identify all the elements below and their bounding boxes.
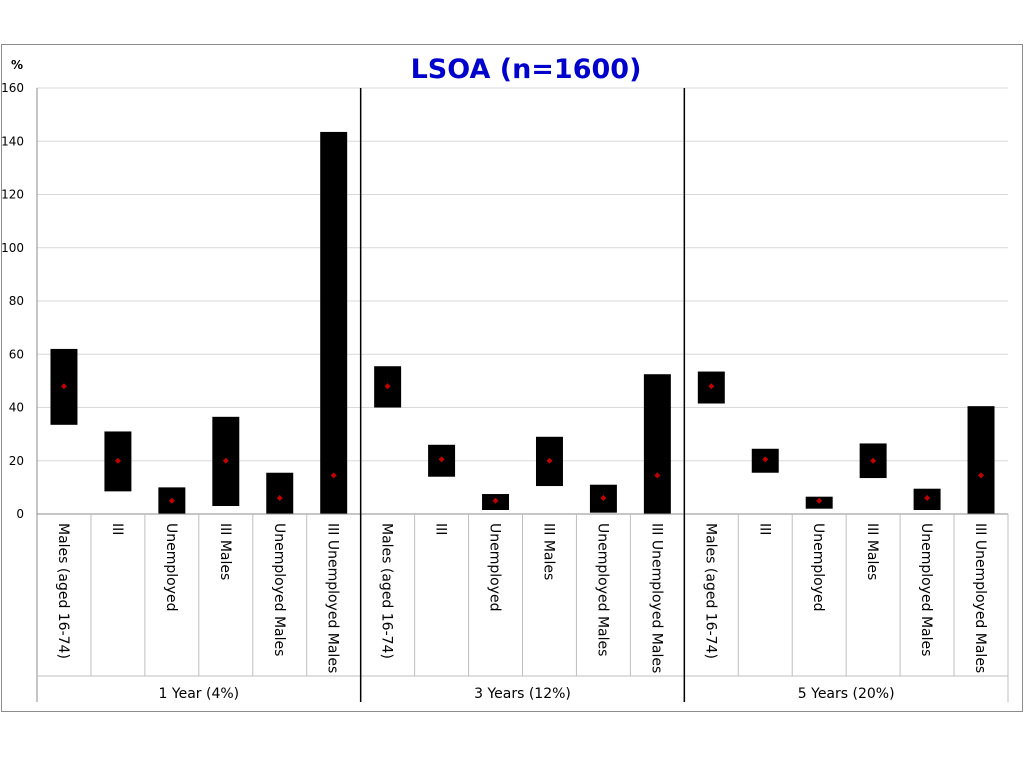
category-label: Males (aged 16-74) bbox=[702, 523, 718, 659]
gridlines bbox=[37, 87, 1008, 462]
data-points bbox=[60, 383, 985, 504]
point-marker bbox=[870, 457, 877, 464]
y-tick-label: 120 bbox=[1, 188, 24, 202]
point-marker bbox=[60, 383, 67, 390]
point-marker bbox=[438, 456, 445, 463]
point-marker bbox=[384, 383, 391, 390]
point-marker bbox=[330, 472, 337, 479]
category-label: III Unemployed Males bbox=[325, 523, 341, 673]
point-marker bbox=[168, 497, 175, 504]
y-tick-label: 0 bbox=[16, 507, 24, 521]
range-bar bbox=[320, 131, 348, 514]
range-bar bbox=[643, 374, 671, 514]
category-label: Unemployed Males bbox=[594, 523, 610, 656]
point-marker bbox=[114, 457, 121, 464]
point-marker bbox=[816, 497, 823, 504]
y-tick-labels: 0 20 40 60 80 100 120 140 160 bbox=[1, 81, 24, 521]
category-label: III Males bbox=[864, 523, 880, 580]
category-label: III bbox=[756, 523, 772, 535]
point-marker bbox=[708, 383, 715, 390]
category-label: III Unemployed Males bbox=[648, 523, 664, 673]
chart-title: LSOA (n=1600) bbox=[411, 54, 642, 85]
point-marker bbox=[546, 457, 553, 464]
point-marker bbox=[492, 497, 499, 504]
category-label: III Males bbox=[217, 523, 233, 580]
category-label: Males (aged 16-74) bbox=[379, 523, 395, 659]
y-tick-label: 160 bbox=[1, 81, 24, 95]
point-marker bbox=[222, 457, 229, 464]
point-marker bbox=[762, 456, 769, 463]
point-marker bbox=[276, 495, 283, 502]
category-label: Unemployed bbox=[163, 523, 179, 612]
point-marker bbox=[654, 472, 661, 479]
point-marker bbox=[600, 495, 607, 502]
y-tick-label: 80 bbox=[9, 294, 24, 308]
chart-border bbox=[1, 44, 1023, 712]
category-label: Unemployed Males bbox=[271, 523, 287, 656]
group-label: 1 Year (4%) bbox=[159, 686, 240, 702]
y-tick-label: 20 bbox=[9, 454, 24, 468]
category-label: III Unemployed Males bbox=[972, 523, 988, 673]
category-label: Unemployed bbox=[487, 523, 503, 612]
range-bar bbox=[967, 406, 995, 514]
y-tick-label: 140 bbox=[1, 134, 24, 148]
category-label: Unemployed Males bbox=[918, 523, 934, 656]
category-label: Males (aged 16-74) bbox=[55, 523, 71, 659]
y-tick-label: 60 bbox=[9, 347, 24, 361]
category-label: III bbox=[109, 523, 125, 535]
group-label: 3 Years (12%) bbox=[474, 686, 571, 702]
category-label: III Males bbox=[540, 523, 556, 580]
category-label: III bbox=[433, 523, 449, 535]
x-group-labels: 1 Year (4%) 3 Years (12%) 5 Years (20%) bbox=[159, 686, 895, 702]
axes bbox=[36, 88, 1009, 702]
range-bar bbox=[266, 472, 294, 514]
point-marker bbox=[978, 472, 985, 479]
x-category-labels: Males (aged 16-74) III Unemployed III Males… bbox=[55, 523, 988, 673]
y-tick-label: 40 bbox=[9, 401, 24, 415]
y-axis-label: % bbox=[11, 58, 23, 72]
group-label: 5 Years (20%) bbox=[798, 686, 895, 702]
y-tick-label: 100 bbox=[1, 241, 24, 255]
category-label: Unemployed bbox=[810, 523, 826, 612]
point-marker bbox=[924, 495, 931, 502]
